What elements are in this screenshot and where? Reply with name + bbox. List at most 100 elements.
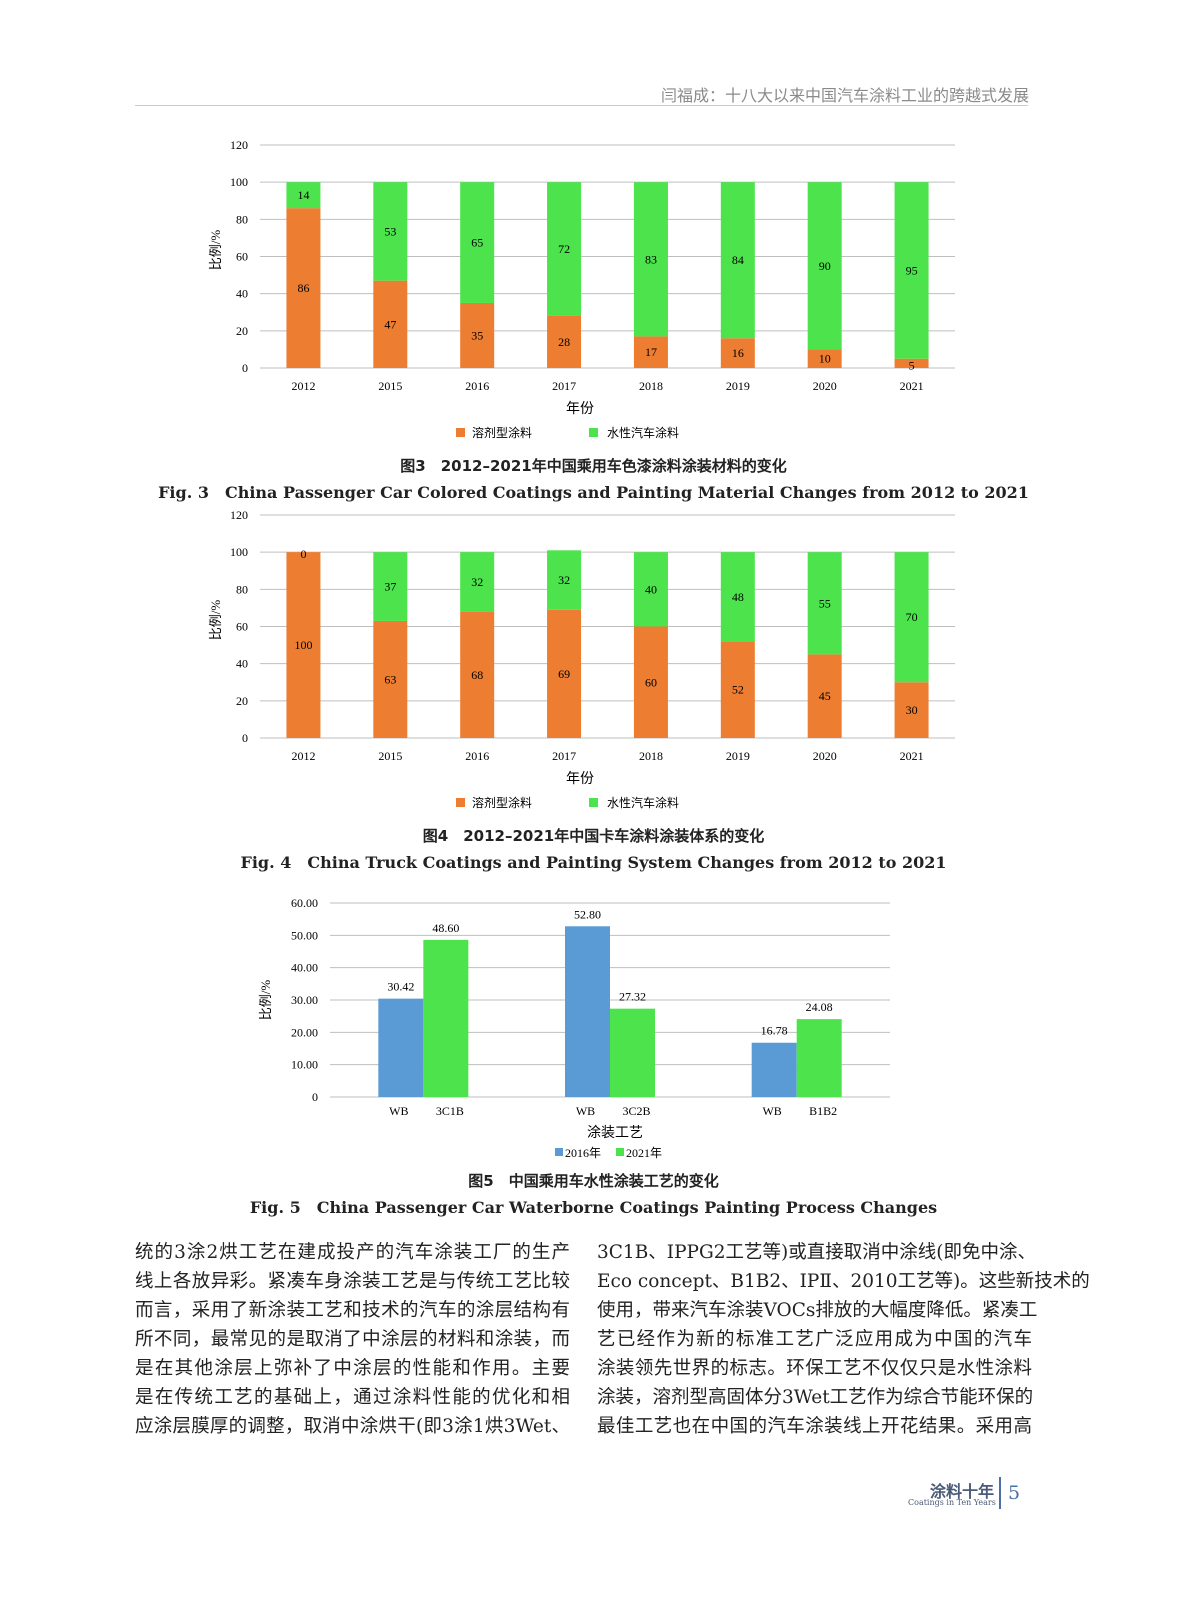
data-label: 30	[906, 703, 918, 717]
x-tick-label: 2019	[726, 749, 750, 763]
y-tick-label: 20	[236, 694, 248, 708]
bar-water	[286, 182, 321, 209]
fig3-chart: 0 20 40 60 80 100 120 86 14 2012 47 53 2015 35 65 2016 2…	[208, 138, 955, 440]
x-tick-label: 2017	[552, 379, 576, 393]
data-label: 53	[384, 224, 396, 238]
bar-solvent	[286, 552, 321, 738]
y-tick-label: 40	[236, 287, 248, 301]
body-line: 应涂层膜厚的调整，取消中涂烘干(即3涂1烘3Wet、	[135, 1416, 570, 1437]
bar-water	[720, 182, 755, 339]
bar-2021	[423, 939, 469, 1097]
x-tick-label: 2020	[813, 749, 837, 763]
x-tick-label: 2021	[900, 379, 924, 393]
x-tick-label: 2015	[378, 379, 402, 393]
y-tick-label: 20.00	[291, 1025, 318, 1039]
bar-solvent	[720, 338, 755, 368]
body-line: 3C1B、IPPG2工艺等)或直接取消中涂线(即免中涂、	[597, 1242, 1036, 1263]
fig3-caption-zh: 图3 2012–2021年中国乘用车色漆涂料涂装材料的变化	[400, 457, 787, 475]
y-tick-label: 40	[236, 657, 248, 671]
bar-water	[547, 550, 582, 610]
fig4-chart: 0 20 40 60 80 100 120 100 0 2012 63 37 2015 68 32 2016 6…	[208, 508, 955, 810]
y-tick-label: 10.00	[291, 1058, 318, 1072]
fig3-caption-en: Fig. 3 China Passenger Car Colored Coati…	[158, 483, 1029, 502]
bar-water	[547, 182, 582, 316]
running-header: 闫福成：十八大以来中国汽车涂料工业的跨越式发展	[660, 86, 1029, 105]
bar-water	[807, 552, 842, 655]
x-tick-label: 2016	[465, 749, 489, 763]
data-label: 65	[471, 236, 483, 250]
y-axis-title: 比例/%	[208, 230, 223, 271]
body-line: 是在其他涂层上弥补了中涂层的性能和作用。主要	[135, 1358, 570, 1379]
y-tick-label: 80	[236, 212, 248, 226]
legend-swatch-2021	[616, 1148, 624, 1156]
body-column-left: 统的3涂2烘工艺在建成投产的汽车涂装工厂的生产 线上各放异彩。紧凑车身涂装工艺是…	[135, 1238, 570, 1441]
y-tick-label: 100	[230, 545, 248, 559]
data-label: 60	[645, 675, 657, 689]
data-label: 69	[558, 667, 570, 681]
x-tick-label: WB	[576, 1104, 595, 1118]
bar-water	[720, 552, 755, 642]
data-label: 40	[645, 582, 657, 596]
y-tick-label: 60.00	[291, 896, 318, 910]
x-tick-label: 2016	[465, 379, 489, 393]
journal-name: 涂料十年	[930, 1482, 995, 1501]
data-label: 27.32	[619, 990, 646, 1004]
body-line: 最佳工艺也在中国的汽车涂装线上开花结果。采用高	[597, 1416, 1032, 1437]
bar-water	[460, 182, 495, 303]
x-axis-title: 涂装工艺	[587, 1125, 643, 1141]
legend-swatch-2016	[555, 1148, 563, 1156]
body-column-right: 3C1B、IPPG2工艺等)或直接取消中涂线(即免中涂、 Eco concept…	[597, 1238, 1090, 1441]
x-tick-label: 3C2B	[622, 1104, 650, 1118]
data-label: 95	[906, 263, 918, 277]
bar-solvent	[894, 682, 929, 738]
legend-label: 溶剂型涂料	[472, 425, 532, 440]
legend-label: 2016年	[565, 1146, 601, 1160]
data-label: 16	[732, 346, 744, 360]
data-label: 63	[384, 672, 396, 686]
fig4-caption-zh: 图4 2012–2021年中国卡车涂料涂装体系的变化	[422, 827, 765, 845]
y-tick-label: 120	[230, 508, 248, 522]
data-label: 37	[384, 580, 396, 594]
legend-swatch-water	[589, 798, 598, 807]
y-tick-label: 60	[236, 250, 248, 264]
y-tick-label: 30.00	[291, 993, 318, 1007]
body-line: 涂装领先世界的标志。环保工艺不仅仅只是水性涂料	[597, 1358, 1032, 1379]
body-line: 艺已经作为新的标准工艺广泛应用成为中国的汽车	[597, 1329, 1032, 1350]
x-tick-label: 2018	[639, 379, 663, 393]
bar-2021	[796, 1019, 842, 1097]
body-line: 线上各放异彩。紧凑车身涂装工艺是与传统工艺比较	[135, 1271, 570, 1292]
x-tick-label: WB	[389, 1104, 408, 1118]
bar-water	[633, 182, 668, 337]
data-label: 90	[819, 259, 831, 273]
bar-water	[460, 552, 495, 612]
x-tick-label: WB	[762, 1104, 781, 1118]
bar-solvent	[286, 208, 321, 368]
y-tick-label: 100	[230, 175, 248, 189]
x-tick-label: 2021	[900, 749, 924, 763]
y-tick-label: 0	[242, 361, 248, 375]
y-tick-label: 0	[312, 1090, 318, 1104]
body-line: 而言，采用了新涂装工艺和技术的汽车的涂层结构有	[135, 1300, 570, 1321]
y-tick-label: 0	[242, 731, 248, 745]
x-tick-label: 2020	[813, 379, 837, 393]
bar-solvent	[547, 609, 582, 738]
y-tick-label: 50.00	[291, 928, 318, 942]
page-number: 5	[1008, 1482, 1021, 1504]
data-label: 47	[384, 317, 396, 331]
data-label: 48.60	[432, 921, 459, 935]
bar-solvent	[894, 358, 929, 368]
data-label: 70	[906, 610, 918, 624]
y-axis-title: 比例/%	[208, 600, 223, 641]
body-line: 统的3涂2烘工艺在建成投产的汽车涂装工厂的生产	[135, 1242, 570, 1263]
legend-label: 水性汽车涂料	[607, 795, 679, 810]
data-label: 35	[471, 328, 483, 342]
bar-solvent	[807, 654, 842, 738]
data-label: 52	[732, 683, 744, 697]
x-tick-label: 2012	[291, 379, 315, 393]
fig4-caption-en: Fig. 4 China Truck Coatings and Painting…	[240, 853, 947, 872]
data-label: 17	[645, 345, 657, 359]
data-label: 32	[558, 573, 570, 587]
data-label: 100	[294, 638, 312, 652]
bar-solvent	[547, 315, 582, 368]
